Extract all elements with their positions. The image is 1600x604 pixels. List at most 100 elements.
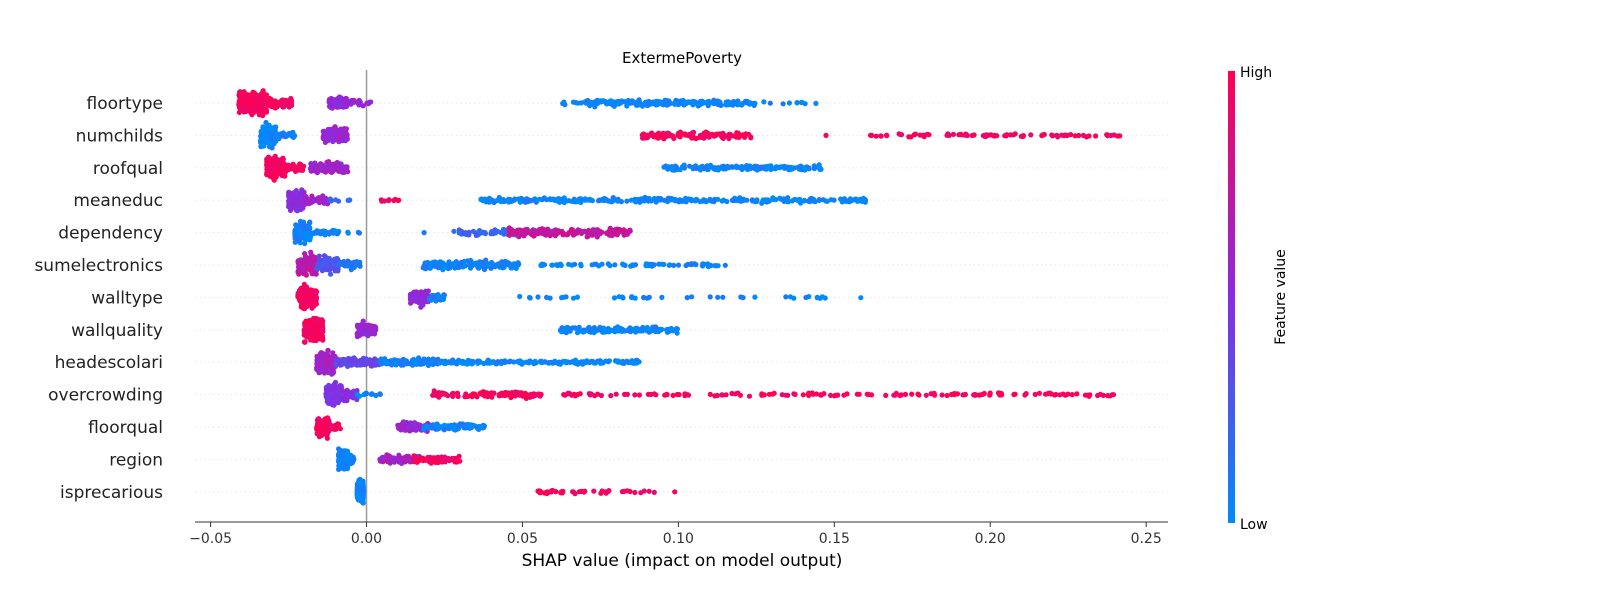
shap-point [561,100,566,105]
shap-point [617,229,622,234]
shap-point [325,130,330,135]
shap-point [1008,132,1013,137]
shap-point [720,295,725,300]
shap-point [656,327,661,332]
shap-point [777,165,782,170]
shap-point [303,194,308,199]
shap-point [1084,134,1089,139]
row-guides [195,103,1168,492]
shap-point [426,363,431,368]
shap-point [689,294,694,299]
shap-point [702,166,707,171]
shap-point [323,196,328,201]
shap-point [438,260,443,265]
shap-point [300,226,305,231]
shap-point [884,133,889,138]
shap-point [673,100,678,105]
shap-point [698,99,703,104]
shap-point [644,135,649,140]
shap-point [706,101,711,106]
shap-point [328,272,333,277]
shap-point [251,90,256,95]
shap-point [573,358,578,363]
shap-point [560,329,565,334]
shap-point [1093,133,1098,138]
shap-point [683,263,688,268]
shap-point [494,361,499,366]
shap-point [457,230,462,235]
shap-point [656,101,661,106]
shap-point [613,328,618,333]
shap-point [471,262,476,267]
shap-point [341,360,346,365]
shap-point [1108,133,1113,138]
shap-point [641,295,646,300]
shap-point [921,133,926,138]
shap-point [727,101,732,106]
shap-point [251,106,256,111]
shap-point [401,357,406,362]
shap-point [272,172,277,177]
shap-point [637,97,642,102]
shap-point [447,359,452,364]
shap-point [495,229,500,234]
shap-point [645,101,650,106]
shap-point [604,231,609,236]
shap-point [686,196,691,201]
shap-point [264,139,269,144]
shap-point [301,295,306,300]
shap-point [491,264,496,269]
shap-point [366,101,371,106]
shap-point [599,360,604,365]
shap-point [314,272,319,277]
shap-point [582,229,587,234]
shap-point [316,231,321,236]
shap-point [583,360,588,365]
shap-point [317,254,322,259]
shap-point [624,199,629,204]
shap-point [720,198,725,203]
shap-point [680,132,685,137]
shap-point [308,297,313,302]
shap-point [678,167,683,172]
shap-point [692,198,697,203]
shap-point [767,166,772,171]
shap-point [399,363,404,368]
shap-point [737,165,742,170]
shap-point [346,100,351,105]
shap-point [315,318,320,323]
shap-point [357,263,362,268]
shap-point [436,265,441,270]
shap-point [812,163,817,168]
shap-point [344,126,349,131]
shap-point [272,178,277,183]
shap-point [382,198,387,203]
shap-point [289,100,294,105]
shap-point [959,132,964,137]
shap-point [273,103,278,108]
feature-row-headescolari [314,348,642,377]
feature-row-dependency [292,219,633,246]
shap-point [906,134,911,139]
shap-point [656,262,661,267]
shap-point [307,220,312,225]
shap-point [609,233,614,238]
shap-point [335,256,340,261]
shap-point [607,263,612,268]
shap-point [327,360,332,365]
shap-point [630,100,635,105]
shap-point [1054,133,1059,138]
shap-point [640,325,645,330]
shap-point [309,327,314,332]
shap-point [947,133,952,138]
shap-point [538,359,543,364]
shap-point [480,198,485,203]
shap-point [391,198,396,203]
shap-point [561,231,566,236]
chart-title: ExtermePoverty [622,49,742,67]
shap-point [389,362,394,367]
shap-point [330,128,335,133]
feature-row-overcrowding [323,380,1116,408]
shap-point [564,360,569,365]
